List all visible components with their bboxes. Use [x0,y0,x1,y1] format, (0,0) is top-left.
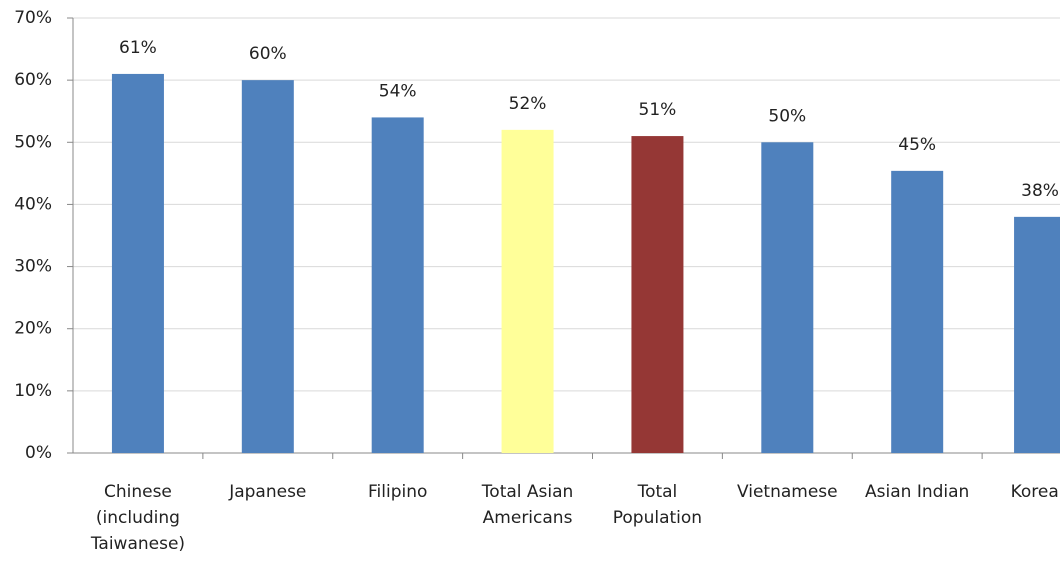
data-label: 38% [1021,181,1059,201]
bar [761,142,814,454]
x-tick-label: Filipino [368,482,427,502]
y-tick-label: 10% [14,381,52,401]
data-label: 54% [379,81,417,101]
data-label: 61% [119,38,157,58]
x-tick-label: Korean [1011,482,1060,502]
y-tick-label: 50% [14,132,52,152]
data-label: 50% [768,106,806,126]
data-label: 60% [249,44,287,64]
data-label: 45% [898,135,936,155]
bar [891,170,944,453]
x-tick-label: Total Asian Americans [481,482,574,528]
data-label: 52% [509,94,547,114]
x-tick-label: Asian Indian [865,482,969,502]
x-tick-label: Vietnamese [737,482,838,502]
data-label: 51% [639,100,677,120]
y-tick-label: 0% [25,443,52,463]
bar [371,117,424,453]
y-tick-label: 30% [14,257,52,277]
x-tick-label: Japanese [228,482,306,502]
bar [1014,216,1060,453]
bar [631,136,684,454]
bar [111,73,164,453]
x-tick-label: Chinese (including Taiwanese) [90,482,185,554]
y-tick-label: 60% [14,70,52,90]
bar [501,129,554,453]
y-tick-label: 40% [14,194,52,214]
bar [241,80,294,454]
x-tick-label: Total Population [613,482,702,528]
y-tick-label: 70% [14,8,52,28]
y-tick-label: 20% [14,319,52,339]
